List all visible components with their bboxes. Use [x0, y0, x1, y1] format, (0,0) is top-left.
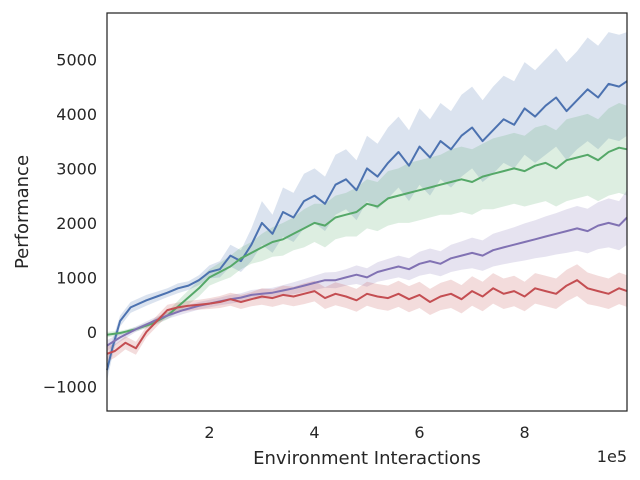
series-3-band — [107, 190, 627, 351]
x-tick-label: 8 — [519, 423, 529, 442]
y-tick-label: 1000 — [56, 268, 97, 287]
x-axis-label: Environment Interactions — [253, 448, 481, 469]
x-tick-label: 4 — [309, 423, 319, 442]
series-1-band — [107, 32, 627, 381]
x-axis-offset-label: 1e5 — [597, 447, 627, 466]
y-tick-label: −1000 — [43, 377, 97, 396]
y-tick-label: 5000 — [56, 50, 97, 69]
y-tick-label: 0 — [87, 323, 97, 342]
series-4-band — [107, 264, 627, 362]
x-tick-label: 6 — [414, 423, 424, 442]
y-tick-label: 2000 — [56, 214, 97, 233]
series-4-line — [106, 279, 628, 355]
x-axis-ticks: 2 4 6 8 — [204, 423, 529, 442]
series-lines — [106, 80, 628, 371]
plot-frame — [106, 12, 628, 412]
series-2-line — [106, 146, 628, 336]
series-1-line — [106, 80, 628, 371]
y-tick-label: 4000 — [56, 105, 97, 124]
y-axis-label: Performance — [12, 155, 33, 269]
series-2-band — [107, 103, 627, 338]
x-tick-label: 2 — [204, 423, 214, 442]
confidence-bands — [107, 32, 627, 381]
y-axis-ticks: −1000 0 1000 2000 3000 4000 5000 — [43, 50, 97, 396]
y-tick-label: 3000 — [56, 159, 97, 178]
